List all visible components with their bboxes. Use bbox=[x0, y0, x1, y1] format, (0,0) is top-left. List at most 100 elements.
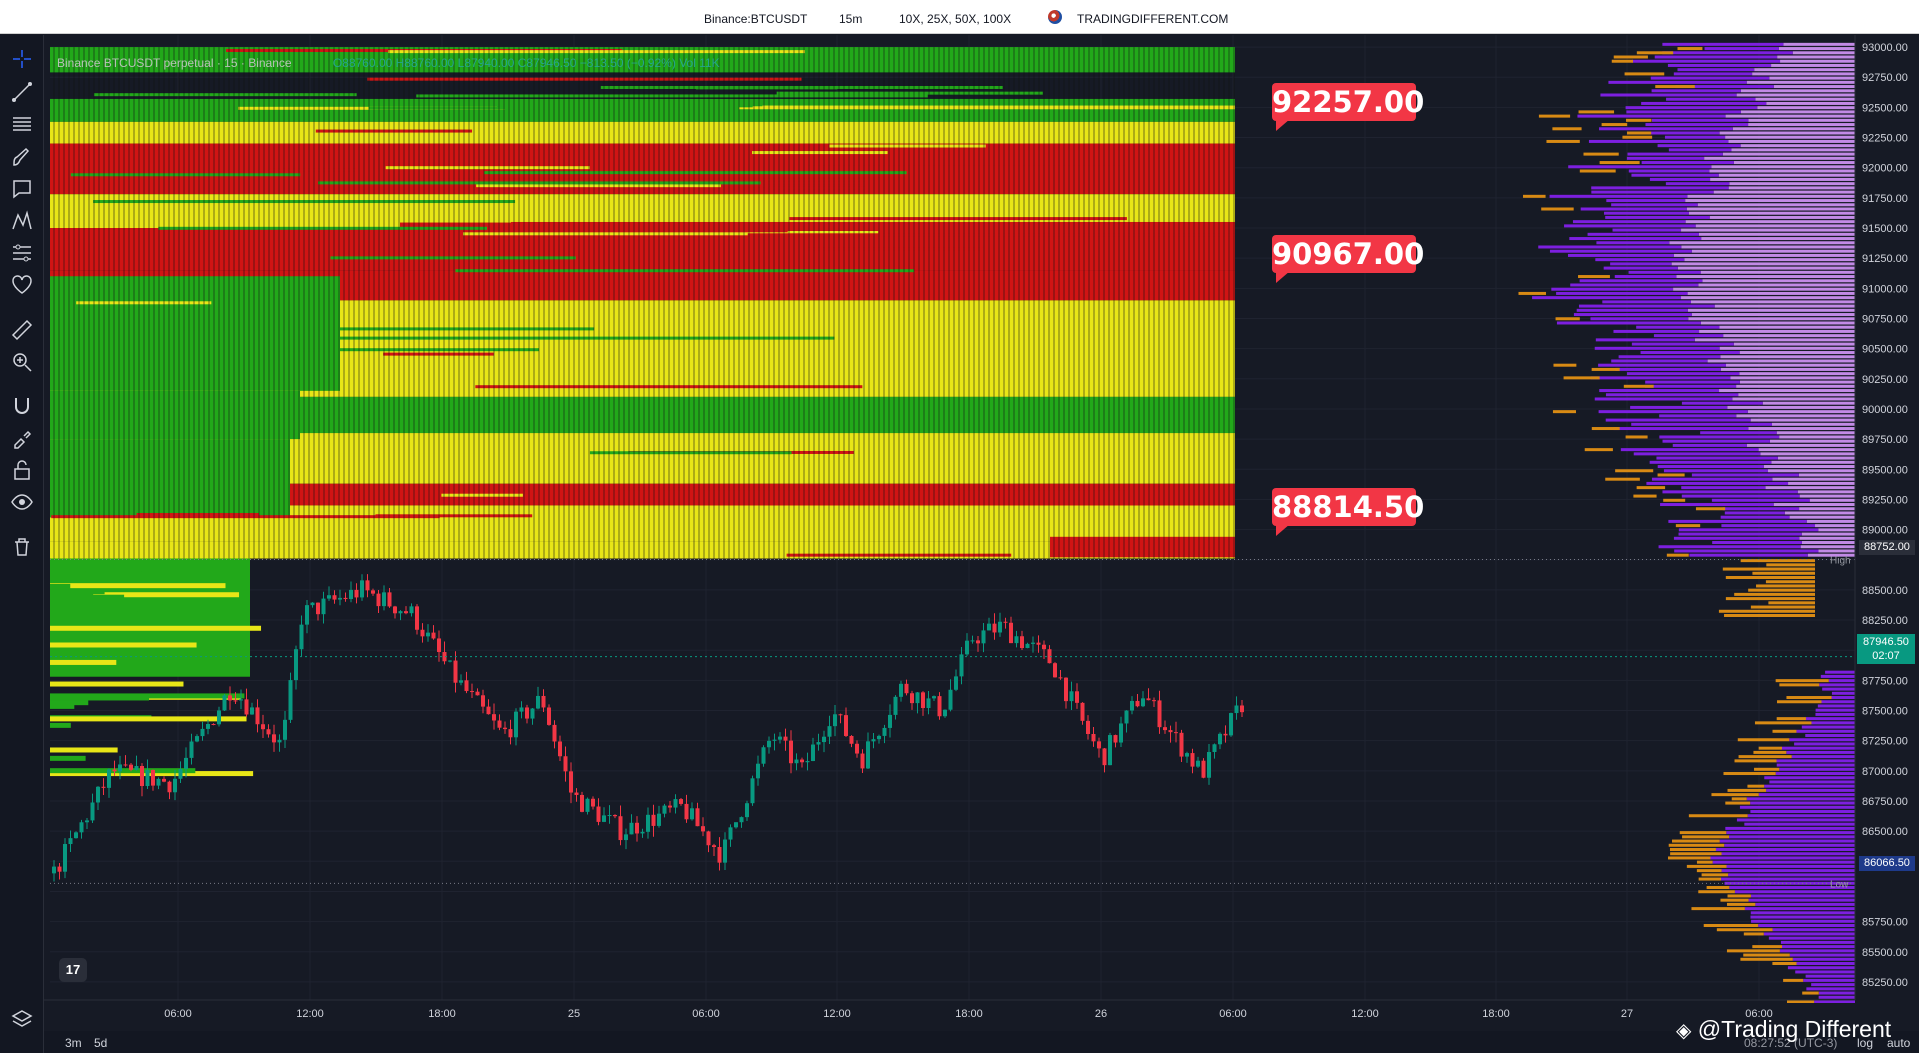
candle-body bbox=[404, 611, 408, 614]
profile-bar-orange bbox=[1718, 609, 1815, 613]
candle-body bbox=[376, 593, 381, 607]
projection-icon[interactable] bbox=[10, 241, 34, 265]
layers-icon[interactable] bbox=[10, 1008, 34, 1032]
candle-body bbox=[866, 741, 870, 769]
profile-bar-purple bbox=[1576, 308, 1688, 312]
profile-bar-purple bbox=[1650, 76, 1770, 80]
tradingview-logo[interactable]: 17 bbox=[59, 958, 87, 982]
profile-bar-light bbox=[1739, 380, 1855, 384]
price-tick-label: 85500.00 bbox=[1862, 947, 1908, 959]
profile-bar-orange bbox=[1599, 161, 1640, 165]
interval-label[interactable]: 15m bbox=[839, 12, 863, 26]
candle-body bbox=[596, 806, 601, 822]
profile-bar-light bbox=[1714, 304, 1855, 308]
profile-bar-purple bbox=[1726, 864, 1855, 868]
liquidation-callout: 88814.50 bbox=[1272, 488, 1425, 536]
profile-bar-purple bbox=[1747, 814, 1855, 818]
profile-bar-purple bbox=[1578, 304, 1715, 308]
candle-body bbox=[613, 815, 617, 817]
utc-clock[interactable]: 08:27:52 (UTC-3) bbox=[1744, 1036, 1838, 1050]
liquidation-heatmap bbox=[50, 47, 1235, 777]
profile-bar-orange bbox=[1671, 839, 1720, 843]
eye-icon[interactable] bbox=[10, 490, 34, 514]
profile-bar-orange bbox=[1518, 291, 1547, 295]
profile-bar-purple bbox=[1595, 338, 1695, 342]
profile-bar-purple bbox=[1729, 886, 1855, 890]
profile-bar-purple bbox=[1673, 72, 1753, 76]
profile-bar-purple bbox=[1700, 431, 1777, 435]
profile-bar-light bbox=[1789, 515, 1855, 519]
zoom-in-icon[interactable] bbox=[10, 350, 34, 374]
profile-bar-purple bbox=[1722, 507, 1800, 511]
profile-bar-purple bbox=[1780, 940, 1855, 944]
profile-bar-purple bbox=[1801, 725, 1855, 729]
candle-body bbox=[1119, 723, 1123, 743]
crosshair-icon[interactable] bbox=[10, 47, 34, 71]
candle-body bbox=[481, 695, 485, 707]
profile-bar-light bbox=[1766, 101, 1855, 105]
liquidation-level bbox=[50, 703, 75, 709]
profile-bar-light bbox=[1799, 507, 1855, 511]
liquidation-level bbox=[299, 453, 873, 457]
liquidation-level bbox=[330, 256, 576, 260]
profile-bar-light bbox=[1818, 528, 1855, 532]
candle-body bbox=[805, 761, 810, 763]
profile-bar-orange bbox=[1627, 131, 1652, 135]
profile-bar-purple bbox=[1726, 831, 1855, 835]
profile-bar-purple bbox=[1657, 465, 1764, 469]
profile-bar-light bbox=[1719, 131, 1855, 135]
candle-body bbox=[1124, 710, 1129, 724]
price-tick-label: 89250.00 bbox=[1862, 494, 1908, 506]
symbol-label[interactable]: Binance:BTCUSDT bbox=[704, 12, 808, 26]
trendline-icon[interactable] bbox=[10, 80, 34, 104]
profile-bar-purple bbox=[1677, 68, 1755, 72]
price-tick-label: 87500.00 bbox=[1862, 706, 1908, 718]
profile-bar-purple bbox=[1764, 776, 1855, 780]
profile-bar-purple bbox=[1654, 55, 1778, 59]
lock-drawing-icon[interactable] bbox=[10, 426, 34, 450]
candle-body bbox=[761, 747, 766, 764]
profile-bar-light bbox=[1777, 55, 1855, 59]
log-scale-toggle[interactable]: log bbox=[1857, 1036, 1874, 1050]
profile-bar-orange bbox=[1754, 767, 1780, 771]
favorite-heart-icon[interactable] bbox=[10, 273, 34, 297]
range-3m-button[interactable]: 3m bbox=[65, 1036, 82, 1050]
profile-bar-purple bbox=[1615, 367, 1721, 371]
magnet-icon[interactable] bbox=[10, 394, 34, 418]
profile-bar-purple bbox=[1662, 51, 1793, 55]
ruler-icon[interactable] bbox=[10, 318, 34, 342]
liquidation-level bbox=[50, 700, 89, 706]
candle-body bbox=[266, 729, 271, 735]
profile-bar-light bbox=[1746, 443, 1855, 447]
profile-bar-purple bbox=[1724, 843, 1855, 847]
liquidation-level bbox=[600, 85, 1003, 89]
profile-bar-light bbox=[1722, 152, 1855, 156]
profile-bar-purple bbox=[1744, 822, 1855, 826]
trash-icon[interactable] bbox=[10, 535, 34, 559]
candle-body bbox=[448, 660, 452, 662]
candle-body bbox=[332, 595, 337, 600]
brand-label: TRADINGDIFFERENT.COM bbox=[1077, 12, 1229, 26]
fib-retracement-icon[interactable] bbox=[10, 112, 34, 136]
profile-bar-purple bbox=[1598, 410, 1748, 414]
profile-bar-purple bbox=[1795, 970, 1855, 974]
time-tick-label: 12:00 bbox=[1351, 1008, 1379, 1020]
liquidation-level bbox=[50, 642, 197, 648]
text-note-icon[interactable] bbox=[10, 177, 34, 201]
candle-body bbox=[541, 695, 546, 708]
brush-icon[interactable] bbox=[10, 145, 34, 169]
candle-body bbox=[624, 834, 628, 841]
candle-body bbox=[134, 765, 139, 770]
profile-bar-orange bbox=[1776, 717, 1806, 721]
profile-bar-orange bbox=[1779, 683, 1820, 687]
candle-body bbox=[305, 605, 309, 625]
profile-bar-light bbox=[1738, 393, 1855, 397]
candle-body bbox=[1053, 663, 1057, 678]
candle-body bbox=[943, 709, 947, 717]
range-5d-button[interactable]: 5d bbox=[94, 1036, 108, 1050]
auto-scale-toggle[interactable]: auto bbox=[1887, 1036, 1911, 1050]
pattern-icon[interactable] bbox=[10, 209, 34, 233]
unlock-icon[interactable] bbox=[10, 458, 34, 482]
candle-body bbox=[277, 739, 282, 743]
